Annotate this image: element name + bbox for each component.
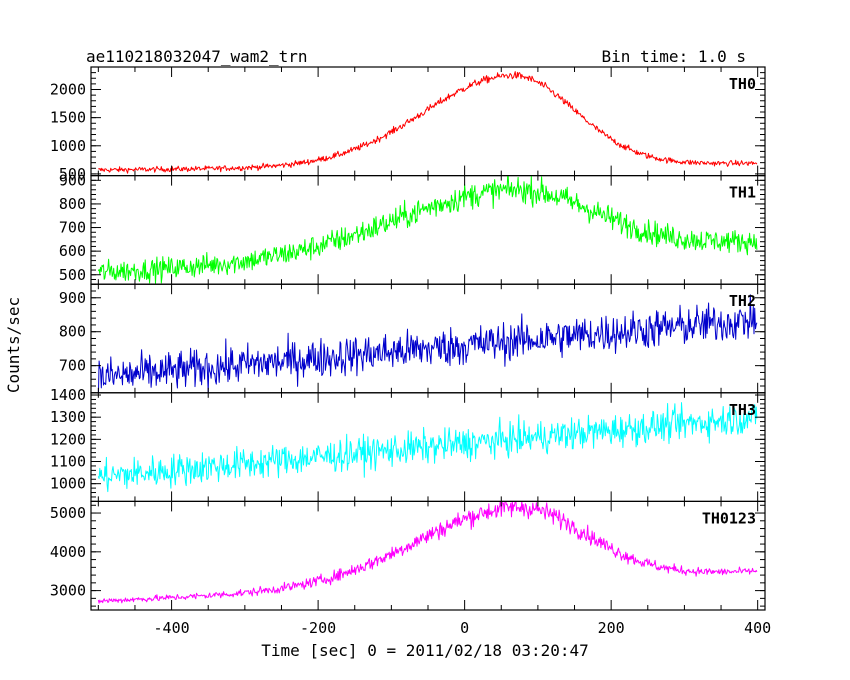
y-tick-label: 600	[59, 242, 86, 260]
series-th0123	[97, 501, 758, 604]
y-tick-label: 1200	[50, 430, 86, 448]
y-tick-label: 1000	[50, 475, 86, 493]
y-tick-label: 800	[59, 323, 86, 341]
panel-name-label: TH0	[729, 75, 756, 93]
panel-th3: 1000 1100 1200 1300 1400 TH3	[50, 386, 766, 502]
x-axis: -400 -200 0 200 400	[154, 619, 772, 637]
y-tick-label: 2000	[50, 81, 86, 99]
y-tick-label: 1500	[50, 109, 86, 127]
panel-name-label: TH2	[729, 292, 756, 310]
y-tick-label: 700	[59, 219, 86, 237]
x-tick-label: -400	[154, 619, 190, 637]
y-tick-label: 500	[59, 266, 86, 284]
y-axis-label: Counts/sec	[4, 297, 23, 393]
x-axis-label: Time [sec] 0 = 2011/02/18 03:20:47	[261, 641, 589, 660]
y-tick-label: 5000	[50, 504, 86, 522]
y-tick-label: 500	[59, 165, 86, 183]
chart-title-left: ae110218032047_wam2_trn	[86, 47, 308, 66]
panel-th0: 500 1000 1500 2000 TH0	[50, 66, 766, 183]
panel-frame	[90, 175, 766, 285]
series-th0	[98, 71, 758, 174]
y-tick-label: 1100	[50, 453, 86, 471]
panel-frame	[90, 500, 766, 611]
x-tick-label: 200	[598, 619, 625, 637]
panel-frame	[90, 283, 766, 394]
y-tick-label: 4000	[50, 543, 86, 561]
y-tick-label: 900	[59, 289, 86, 307]
chart-title-right: Bin time: 1.0 s	[602, 47, 747, 66]
panel-frame	[90, 392, 766, 502]
x-tick-label: -200	[300, 619, 336, 637]
series-th3	[97, 402, 758, 493]
y-tick-label: 900	[59, 171, 86, 189]
x-tick-label: 400	[744, 619, 771, 637]
panel-name-label: TH0123	[702, 509, 756, 527]
y-tick-label: 700	[59, 357, 86, 375]
y-tick-label: 1000	[50, 137, 86, 155]
panel-th0123: 3000 4000 5000 TH0123	[50, 500, 766, 611]
panel-name-label: TH3	[729, 401, 756, 419]
series-th2	[97, 294, 758, 393]
y-tick-label: 800	[59, 195, 86, 213]
panel-name-label: TH1	[729, 184, 756, 202]
y-tick-label: 1300	[50, 408, 86, 426]
y-tick-label: 1400	[50, 386, 86, 404]
x-tick-label: 0	[460, 619, 469, 637]
y-tick-label: 3000	[50, 582, 86, 600]
series-th1	[97, 175, 758, 284]
panel-th2: 700 800 900 TH2	[59, 283, 766, 394]
panels-group: 500 1000 1500 2000 TH0 500 600 700 800 900 TH1 700 8…	[50, 66, 766, 611]
panel-th1: 500 600 700 800 900 TH1	[59, 171, 766, 285]
